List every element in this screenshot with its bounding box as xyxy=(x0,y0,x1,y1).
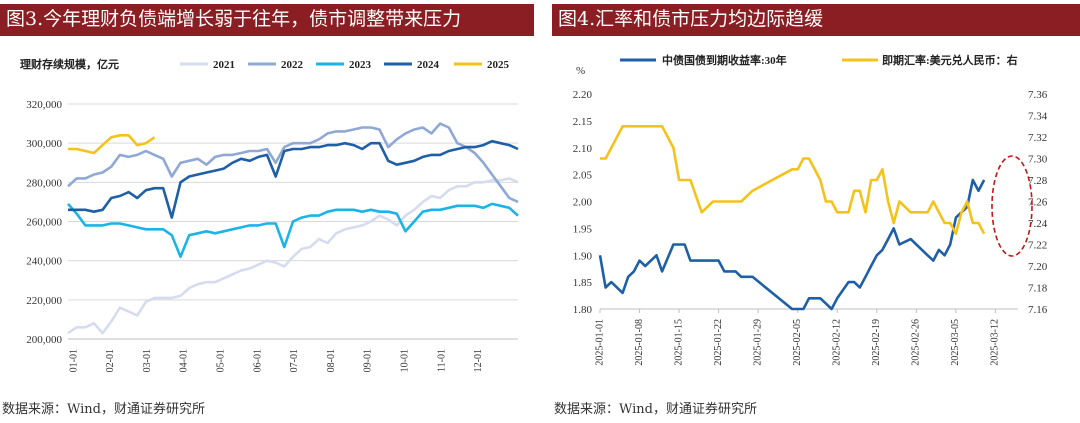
x-tick-label: 2025-03-12 xyxy=(990,319,1001,366)
legend-label-2025: 2025 xyxy=(487,59,510,71)
x-tick-label: 03-01 xyxy=(142,349,153,372)
right-chart-title: 图4.汇率和债市压力均边际趋缓 xyxy=(552,4,1080,34)
right-chart-panel: 图4.汇率和债市压力均边际趋缓 中债国债到期收益率:30年 即期汇率:美元兑人民币… xyxy=(552,0,1080,423)
y-tick-label: 2.10 xyxy=(573,143,593,155)
y-tick-label: 1.85 xyxy=(573,277,593,289)
legend-label-2022: 2022 xyxy=(281,59,304,71)
y2-tick-label: 7.16 xyxy=(1028,304,1048,316)
series-line-usdcny xyxy=(600,125,986,235)
series-line-2022 xyxy=(67,122,519,204)
y-tick-label: 220,000 xyxy=(26,295,62,307)
x-tick-label: 2025-02-12 xyxy=(832,319,843,366)
x-tick-label: 2025-02-26 xyxy=(911,319,922,366)
legend-label-2023: 2023 xyxy=(349,59,372,71)
y-tick-label: 2.15 xyxy=(573,116,593,128)
x-tick-label: 02-01 xyxy=(105,349,116,372)
legend-label-cgb30: 中债国债到期收益率:30年 xyxy=(662,53,787,67)
left-chart-panel: 图3.今年理财负债端增长弱于往年，债市调整带来压力 理财存续规模，亿元 2021 2… xyxy=(0,4,534,417)
right-chart-source: 数据来源：Wind，财通证券研究所 xyxy=(554,402,757,417)
y-tick-label: 240,000 xyxy=(26,256,62,268)
y2-tick-label: 7.28 xyxy=(1028,175,1048,187)
right-ylabel: % xyxy=(576,65,585,77)
y2-tick-label: 7.24 xyxy=(1028,218,1048,230)
y2-tick-label: 7.34 xyxy=(1028,111,1048,123)
x-tick-label: 2025-01-01 xyxy=(594,319,605,366)
x-tick-label: 2025-02-19 xyxy=(871,319,882,366)
left-ylabel: 理财存续规模，亿元 xyxy=(20,57,119,71)
left-chart-source: 数据来源：Wind，财通证券研究所 xyxy=(2,402,205,417)
y-tick-label: 1.80 xyxy=(573,304,593,316)
y-tick-label: 260,000 xyxy=(26,217,62,229)
x-tick-label: 07-01 xyxy=(289,349,300,372)
y2-tick-label: 7.36 xyxy=(1028,89,1048,101)
left-chart-svg: 理财存续规模，亿元 2021 2022 2023 2024 2025 200,000 220,… xyxy=(20,57,519,372)
series-line-2023 xyxy=(67,202,519,259)
y2-tick-label: 7.18 xyxy=(1028,283,1048,295)
x-tick-label: 2025-01-22 xyxy=(713,319,724,366)
y2-tick-label: 7.30 xyxy=(1028,154,1048,166)
x-tick-label: 09-01 xyxy=(363,349,374,372)
x-tick-label: 08-01 xyxy=(326,349,337,372)
series-line-2024 xyxy=(68,139,519,219)
y2-tick-label: 7.26 xyxy=(1028,197,1048,209)
x-tick-label: 06-01 xyxy=(252,349,263,372)
right-chart-svg: 中债国债到期收益率:30年 即期汇率:美元兑人民币：右% 1.80 1.85 1.90 1… xyxy=(573,53,1048,366)
legend-label-2021: 2021 xyxy=(213,59,235,71)
y-tick-label: 2.20 xyxy=(573,89,593,101)
y-tick-label: 2.00 xyxy=(573,197,593,209)
x-tick-label: 2025-03-05 xyxy=(950,319,961,366)
y-tick-label: 1.95 xyxy=(573,223,593,235)
legend-label-usdcny: 即期汇率:美元兑人民币：右 xyxy=(882,53,1018,67)
series-line-2025 xyxy=(68,134,156,155)
series-line-2021 xyxy=(67,177,519,335)
left-title-rule xyxy=(0,34,534,36)
y2-tick-label: 7.32 xyxy=(1028,132,1047,144)
y-tick-label: 320,000 xyxy=(26,99,62,111)
highlight-ellipse xyxy=(991,155,1033,257)
right-title-rule xyxy=(552,34,1080,36)
x-tick-label: 2025-02-05 xyxy=(792,319,803,366)
x-tick-label: 2025-01-29 xyxy=(752,319,763,366)
x-tick-label: 2025-01-08 xyxy=(634,319,645,366)
x-tick-label: 01-01 xyxy=(68,349,79,372)
y-tick-label: 2.05 xyxy=(573,170,593,182)
y-tick-label: 200,000 xyxy=(26,334,62,346)
y-tick-label: 1.90 xyxy=(573,250,593,262)
legend-label-2024: 2024 xyxy=(417,59,440,71)
x-tick-label: 05-01 xyxy=(215,349,226,372)
x-tick-label: 12-01 xyxy=(473,349,484,372)
x-tick-label: 04-01 xyxy=(179,349,190,372)
x-tick-label: 2025-01-15 xyxy=(673,319,684,366)
x-tick-label: 10-01 xyxy=(399,349,410,372)
x-tick-label: 11-01 xyxy=(436,349,447,372)
y-tick-label: 300,000 xyxy=(26,138,62,150)
y2-tick-label: 7.22 xyxy=(1028,240,1047,252)
left-chart-title: 图3.今年理财负债端增长弱于往年，债市调整带来压力 xyxy=(0,4,534,34)
y-tick-label: 280,000 xyxy=(26,177,62,189)
series-line-cgb30 xyxy=(598,178,986,311)
y2-tick-label: 7.20 xyxy=(1028,261,1048,273)
